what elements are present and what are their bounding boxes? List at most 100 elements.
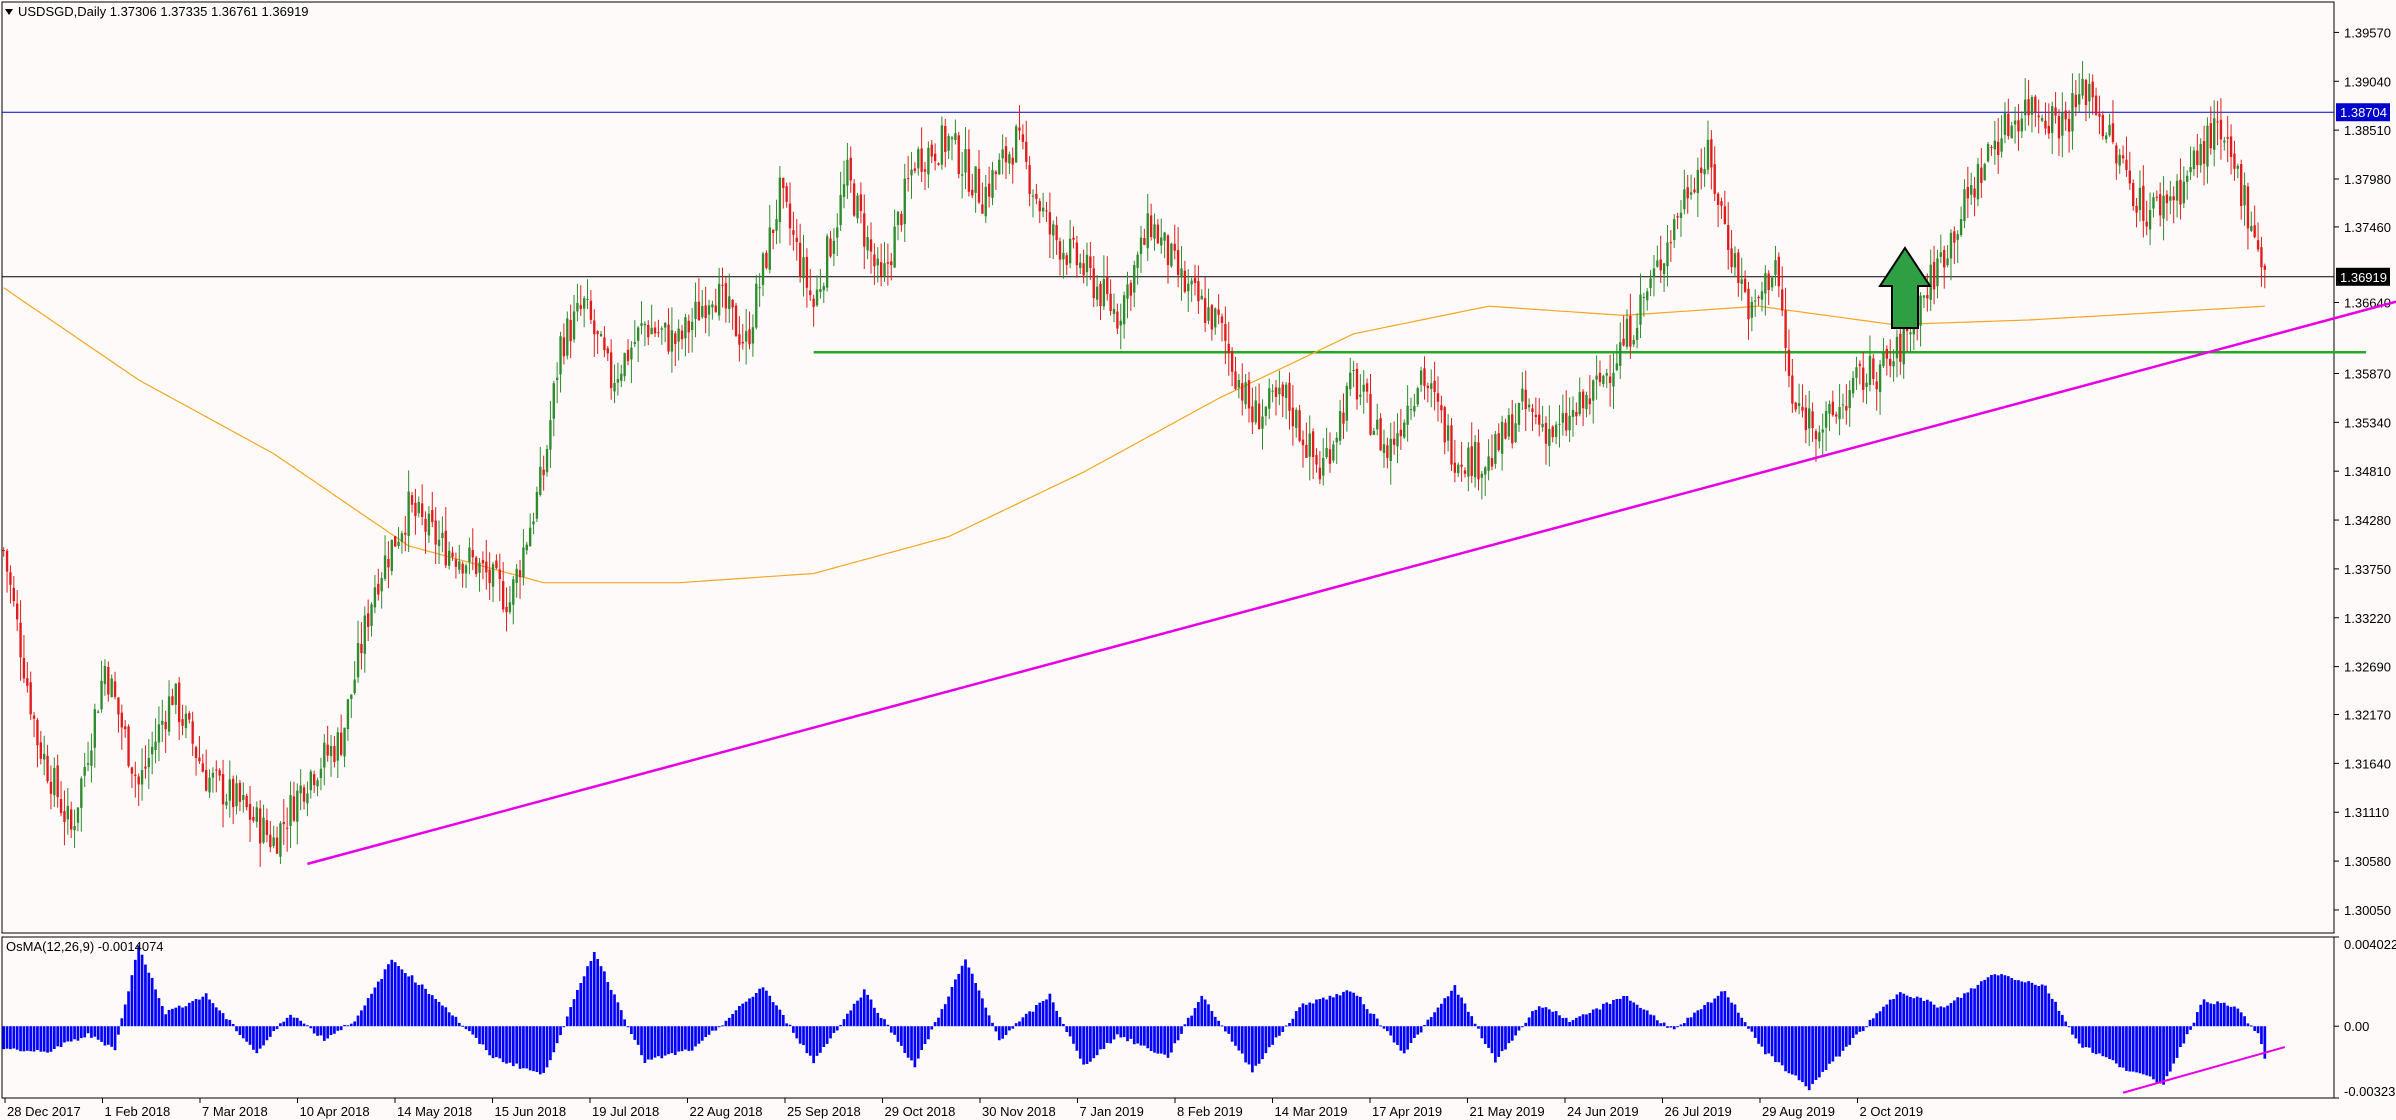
rising-trendline[interactable]: [307, 242, 2396, 866]
price-axis-label: 1.39040: [2344, 74, 2391, 89]
osma-bar: [1028, 1011, 1031, 1027]
candle-body: [134, 774, 137, 776]
candle-body: [1592, 380, 1595, 401]
triangle-down-icon[interactable]: [5, 9, 13, 15]
osma-bar: [1554, 1011, 1558, 1027]
osma-bar: [1730, 1002, 1733, 1027]
osma-bar: [464, 1026, 468, 1030]
osma-bar: [255, 1026, 259, 1054]
osma-bar: [235, 1026, 238, 1032]
osma-bar: [387, 964, 390, 1027]
osma-bar: [484, 1026, 488, 1051]
candle-body: [410, 495, 414, 505]
osma-bar: [1146, 1026, 1150, 1049]
osma-bar: [346, 1025, 350, 1027]
candle-body: [1055, 225, 1058, 241]
price-axis-label: 1.34280: [2344, 513, 2391, 528]
osma-bar: [1605, 1002, 1609, 1027]
candle-body: [1109, 293, 1112, 311]
candle-body: [987, 183, 991, 197]
candle-body: [1207, 307, 1210, 321]
candle-body: [434, 520, 437, 545]
osma-bar: [2263, 1026, 2267, 1059]
candle-body: [1878, 364, 1882, 393]
candle-body: [43, 753, 46, 760]
osma-bar: [2064, 1021, 2068, 1027]
osma-bar: [545, 1026, 549, 1068]
osma-bar: [1578, 1016, 1582, 1027]
osma-bar: [650, 1026, 654, 1060]
osma-bar: [839, 1024, 842, 1027]
candle-body: [306, 793, 309, 804]
candle-body: [1075, 242, 1079, 266]
osma-bar: [960, 965, 964, 1027]
candle-body: [2182, 181, 2186, 204]
osma-bar: [873, 1007, 876, 1027]
candle-body: [856, 195, 859, 219]
candle-body: [599, 333, 603, 337]
osma-bar: [110, 1026, 114, 1047]
candle-body: [1855, 367, 1858, 378]
osma-bar: [761, 987, 765, 1027]
osma-bar: [1629, 1000, 1632, 1027]
candle-body: [269, 834, 272, 848]
osma-bar: [923, 1026, 927, 1045]
time-axis-label: 14 May 2018: [397, 1104, 472, 1119]
osma-bar: [1001, 1026, 1004, 1039]
candle-body: [977, 168, 981, 203]
osma-bar: [741, 1003, 745, 1027]
osma-trendline[interactable]: [2122, 1046, 2286, 1094]
osma-bar: [1244, 1026, 1247, 1063]
candle-body: [1666, 242, 1669, 267]
osma-bar: [2249, 1025, 2253, 1027]
candle-body: [339, 732, 343, 755]
osma-bar: [100, 1026, 103, 1042]
osma-bar: [1460, 997, 1463, 1027]
candle-body: [1723, 206, 1727, 224]
candle-body: [1831, 401, 1835, 416]
candle-body: [2165, 194, 2169, 204]
osma-bar: [1085, 1026, 1089, 1064]
osma-bar: [1254, 1026, 1258, 1066]
osma-bar: [417, 984, 421, 1027]
osma-bar: [1770, 1026, 1774, 1057]
candle-body: [1203, 298, 1207, 323]
osma-bar: [194, 999, 198, 1027]
osma-bar: [2020, 981, 2024, 1027]
candle-body: [420, 503, 424, 517]
candle-body: [1851, 377, 1855, 394]
candle-body: [103, 665, 107, 685]
candle-body: [1197, 281, 1200, 302]
candle-body: [1190, 280, 1193, 285]
osma-bar: [1186, 1017, 1190, 1027]
candle-body: [923, 169, 927, 172]
candle-body: [620, 373, 623, 381]
candle-body: [468, 547, 471, 563]
osma-bar: [889, 1026, 893, 1033]
osma-bar: [1946, 1005, 1949, 1027]
osma-bar: [63, 1026, 66, 1043]
osma-bar: [90, 1026, 93, 1038]
candle-body: [481, 559, 485, 564]
osma-bar: [714, 1026, 718, 1031]
candle-body: [1811, 411, 1814, 428]
osma-bar: [282, 1021, 286, 1027]
osma-bar: [1706, 1002, 1710, 1027]
candle-body: [437, 539, 441, 546]
candle-body: [1328, 449, 1332, 464]
candle-body: [690, 321, 694, 330]
candle-body: [731, 299, 734, 308]
osma-bar: [437, 1001, 441, 1027]
price-axis-label: 1.30580: [2344, 854, 2391, 869]
candle-body: [785, 186, 788, 202]
candle-body: [1686, 187, 1689, 199]
candle-body: [741, 341, 744, 344]
osma-bar: [424, 988, 427, 1027]
osma-bar: [2141, 1026, 2145, 1075]
osma-bar: [1352, 992, 1355, 1027]
osma-bar: [653, 1026, 657, 1058]
osma-bar: [123, 1004, 127, 1027]
osma-bar: [1747, 1026, 1750, 1029]
